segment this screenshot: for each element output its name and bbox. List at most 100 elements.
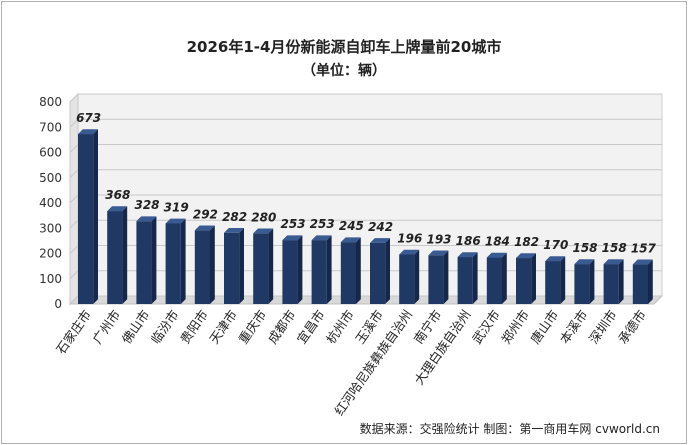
bar-side bbox=[122, 206, 128, 304]
bar-top bbox=[194, 225, 215, 231]
x-tick-label: 武汉市 bbox=[469, 307, 503, 346]
bar-front bbox=[224, 232, 240, 304]
bar-side bbox=[618, 259, 624, 304]
data-label: 186 bbox=[456, 234, 481, 248]
bar-贵阳市 bbox=[194, 225, 215, 304]
x-tick-label: 郑州市 bbox=[498, 307, 532, 346]
x-tick-label: 佛山市 bbox=[119, 307, 153, 346]
bar-大理白族自治州 bbox=[457, 252, 478, 304]
bar-宜昌市 bbox=[311, 235, 332, 304]
y-tick-label: 600 bbox=[39, 146, 62, 160]
x-tick-label: 杭州市 bbox=[323, 307, 357, 346]
data-label: 319 bbox=[164, 200, 189, 214]
bar-top bbox=[136, 216, 157, 222]
bar-玉溪市 bbox=[370, 238, 390, 304]
bar-top bbox=[311, 235, 332, 241]
bar-front bbox=[399, 254, 415, 304]
bar-side bbox=[443, 250, 449, 304]
bar-top bbox=[516, 253, 536, 259]
bar-承德市 bbox=[632, 259, 653, 304]
data-label: 253 bbox=[280, 217, 305, 231]
bar-front bbox=[311, 240, 327, 304]
x-tick-label: 贵阳市 bbox=[177, 307, 211, 346]
floor bbox=[68, 295, 664, 305]
gridline bbox=[69, 245, 662, 254]
data-label: 280 bbox=[251, 210, 276, 224]
bars bbox=[78, 129, 653, 304]
bar-武汉市 bbox=[486, 252, 507, 304]
bar-重庆市 bbox=[253, 228, 274, 304]
y-tick-label: 500 bbox=[39, 171, 62, 185]
plot-area bbox=[68, 92, 664, 306]
data-label: 253 bbox=[310, 217, 335, 231]
bar-front bbox=[486, 257, 502, 304]
gridline bbox=[69, 144, 662, 153]
bar-side bbox=[355, 237, 361, 304]
x-tick-label: 大理白族自治州 bbox=[411, 307, 473, 387]
gridline bbox=[69, 118, 662, 128]
bar-side bbox=[560, 256, 566, 304]
data-label: 282 bbox=[222, 210, 247, 224]
chart-title: 2026年1-4月份新能源自卸车上牌量前20城市 bbox=[187, 38, 502, 56]
x-tick-label: 石家庄市 bbox=[53, 307, 94, 357]
bar-top bbox=[253, 228, 274, 234]
x-axis: 石家庄市广州市佛山市临汾市贵阳市天津市重庆市成都市宜昌市杭州市玉溪市红河哈尼族彝… bbox=[53, 307, 649, 418]
bar-front bbox=[136, 221, 152, 304]
data-label: 245 bbox=[339, 219, 364, 233]
bar-side bbox=[414, 249, 420, 304]
bar-top bbox=[78, 129, 98, 135]
bar-佛山市 bbox=[136, 216, 157, 304]
bar-front bbox=[574, 264, 590, 304]
bar-天津市 bbox=[224, 227, 244, 304]
x-tick-label: 深圳市 bbox=[586, 307, 620, 346]
bar-side bbox=[647, 259, 653, 304]
bar-top bbox=[603, 259, 624, 265]
x-tick-label: 天津市 bbox=[206, 307, 240, 346]
data-label: 673 bbox=[76, 111, 101, 125]
data-label: 196 bbox=[397, 232, 422, 246]
bar-side bbox=[297, 235, 303, 304]
bar-top bbox=[165, 218, 186, 224]
bar-top bbox=[632, 259, 653, 265]
bar-front bbox=[165, 223, 181, 304]
bar-top bbox=[574, 259, 595, 265]
x-tick-label: 临汾市 bbox=[148, 307, 182, 346]
bar-top bbox=[399, 249, 420, 255]
value-labels: 673 368 328 319 292 282 280 253 253 245 242 196 193 1… bbox=[76, 111, 656, 255]
bar-side bbox=[93, 129, 98, 304]
bar-front bbox=[457, 257, 473, 304]
x-tick-label: 重庆市 bbox=[235, 307, 269, 346]
bar-郑州市 bbox=[516, 253, 536, 304]
bar-杭州市 bbox=[340, 237, 361, 304]
bar-top bbox=[107, 206, 128, 212]
bar-side bbox=[385, 238, 390, 304]
data-label: 184 bbox=[485, 235, 510, 249]
chart-subtitle: （单位：辆） bbox=[302, 62, 386, 79]
bar-front bbox=[194, 230, 210, 304]
bar-广州市 bbox=[107, 206, 128, 304]
x-tick-label: 广州市 bbox=[89, 307, 123, 346]
bar-top bbox=[486, 252, 507, 258]
bar-front bbox=[340, 242, 356, 304]
bar-side bbox=[326, 235, 332, 304]
bar-front bbox=[107, 211, 123, 304]
data-label: 242 bbox=[368, 220, 393, 234]
bar-石家庄市 bbox=[78, 129, 98, 304]
bar-top bbox=[282, 235, 303, 241]
bar-side bbox=[472, 252, 478, 304]
bar-唐山市 bbox=[545, 256, 566, 304]
bar-front bbox=[545, 261, 561, 304]
data-label: 328 bbox=[134, 198, 159, 212]
y-tick-label: 0 bbox=[54, 297, 62, 311]
bar-top bbox=[545, 256, 566, 262]
x-tick-label: 本溪市 bbox=[557, 307, 591, 346]
bar-top bbox=[457, 252, 478, 258]
bar-top bbox=[224, 227, 244, 233]
y-tick-label: 700 bbox=[39, 120, 62, 134]
bar-side bbox=[531, 253, 536, 304]
data-label: 182 bbox=[514, 235, 539, 249]
bar-top bbox=[370, 238, 390, 243]
data-label: 158 bbox=[602, 241, 627, 255]
bar-front bbox=[78, 134, 94, 304]
